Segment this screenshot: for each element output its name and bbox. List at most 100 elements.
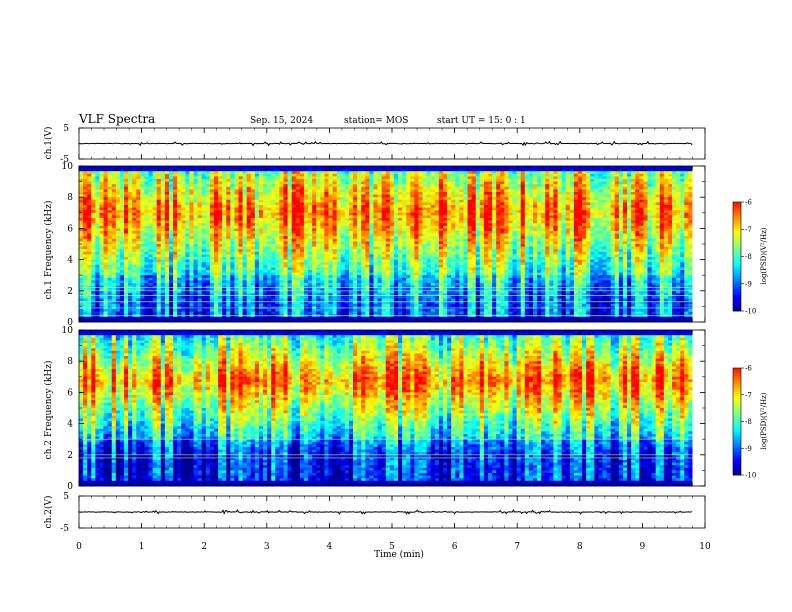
ch1-spec-cell [246, 173, 252, 177]
ch1-spec-cell [455, 220, 460, 224]
ch1-spec-cell [209, 205, 215, 208]
ch1-spec-cell [185, 231, 190, 234]
ch1-spec-cell [234, 168, 239, 172]
ch1-spec-cell [483, 220, 489, 224]
ch1-spec-cell [328, 202, 333, 206]
ch1-spec-cell [258, 241, 264, 245]
ch1-spec-cell [95, 192, 100, 195]
ch1-spec-cell [95, 220, 100, 224]
ch1-spec-cell [447, 197, 452, 201]
ch1-spec-cell [365, 179, 370, 182]
ch1-spec-cell [385, 207, 391, 211]
ch1-spec-cell [631, 238, 636, 242]
ch1-spec-cell [565, 207, 571, 211]
ch1-spec-cell [263, 184, 268, 188]
ch1-spec-cell [308, 202, 313, 206]
ch1-spec-cell [79, 215, 84, 219]
ch1-spec-cell [385, 212, 391, 216]
ch1-spec-cell [586, 244, 591, 247]
ch1-spec-cell [201, 225, 207, 229]
ch1-spec-cell [189, 223, 194, 227]
ch1-spec-cell [279, 186, 284, 190]
ch1-spec-cell [496, 231, 501, 234]
ch1-spec-cell [406, 215, 411, 219]
ch1-spec-cell [500, 215, 505, 219]
ch1-spec-cell [312, 194, 317, 198]
ch1-spec-cell [193, 207, 199, 211]
ch1-spec-cell [197, 223, 203, 227]
ch1-spec-cell [455, 184, 460, 188]
ch1-spec-cell [451, 231, 456, 234]
ch1-spec-cell [250, 244, 256, 247]
ch1-spec-cell [487, 220, 493, 224]
ch1-spec-cell [475, 241, 481, 245]
ch1-spec-cell [586, 176, 591, 180]
ch1-spec-cell [320, 218, 325, 221]
ch1-spec-cell [434, 205, 440, 208]
ch1-spec-cell [663, 246, 669, 250]
ch1-spec-cell [201, 212, 207, 216]
ch1-spec-cell [87, 233, 92, 237]
ch1-spec-cell [99, 218, 104, 221]
ch1-spec-cell [577, 244, 583, 247]
ch1-spec-cell [299, 231, 305, 234]
ch1-spec-cell [250, 223, 256, 227]
ch1-spec-cell [267, 220, 272, 224]
ch1-spec-cell [308, 199, 313, 203]
ch1-spec-cell [463, 212, 468, 216]
ch1-spec-cell [487, 231, 493, 234]
ch1-spec-cell [246, 202, 252, 206]
ch1-spec-cell [479, 171, 485, 175]
ch1-spec-cell [684, 218, 689, 221]
ch1-spec-cell [508, 189, 513, 193]
ch1-spec-cell [340, 236, 346, 240]
ch1-spec-cell [205, 228, 211, 232]
ch1-spec-cell [586, 212, 591, 216]
ch1-spec-cell [582, 218, 587, 221]
ch1-spec-cell [332, 246, 338, 250]
ch1-spec-cell [602, 231, 607, 234]
ch1-spec-cell [398, 225, 403, 229]
ch1-spec-cell [512, 233, 518, 237]
ch1-spec-cell [160, 186, 166, 190]
ch1-spec-cell [680, 192, 685, 195]
ch1-spec-cell [655, 189, 661, 193]
ch1-spec-cell [426, 184, 432, 188]
ch1-spec-cell [87, 194, 92, 198]
ch1-spec-cell [532, 236, 538, 240]
ch1-spec-cell [565, 171, 571, 175]
ch1-spec-cell [287, 194, 293, 198]
ch1-spec-cell [606, 218, 612, 221]
ch1-spec-cell [295, 241, 301, 245]
ch1-spec-cell [128, 171, 133, 175]
ch1-spec-cell [594, 192, 599, 195]
ch1-spec-cell [336, 197, 342, 201]
ch1-spec-cell [353, 218, 358, 221]
ch1-spec-cell [434, 168, 440, 172]
ch1-spec-cell [557, 212, 562, 216]
ch1-spec-cell [79, 168, 84, 172]
ch1-spec-cell [168, 194, 174, 198]
ch1-spec-cell [639, 223, 644, 227]
ch1-spec-cell [459, 212, 464, 216]
ch1-spec-cell [185, 171, 190, 175]
ch1-spec-cell [483, 218, 489, 221]
ch1-spec-cell [324, 212, 329, 216]
ch1-spec-cell [103, 179, 109, 182]
ch1-spec-cell [144, 173, 149, 177]
ch1-spec-cell [287, 207, 293, 211]
ch1-spec-cell [136, 199, 141, 203]
ch1-spec-cell [79, 186, 84, 190]
ch1-spec-cell [631, 210, 636, 214]
ch1-spec-cell [299, 202, 305, 206]
ch1-spec-cell [688, 225, 693, 229]
ch1-spec-cell [520, 173, 526, 177]
ch1-spec-cell [684, 220, 689, 224]
ch1-spec-cell [365, 171, 370, 175]
ch1-spec-cell [541, 238, 546, 242]
ch1-spec-cell [238, 202, 243, 206]
ch1-spec-cell [483, 236, 489, 240]
ch1-spec-cell [398, 244, 403, 247]
ch1-spec-cell [467, 181, 473, 185]
ch1-spec-cell [577, 223, 583, 227]
